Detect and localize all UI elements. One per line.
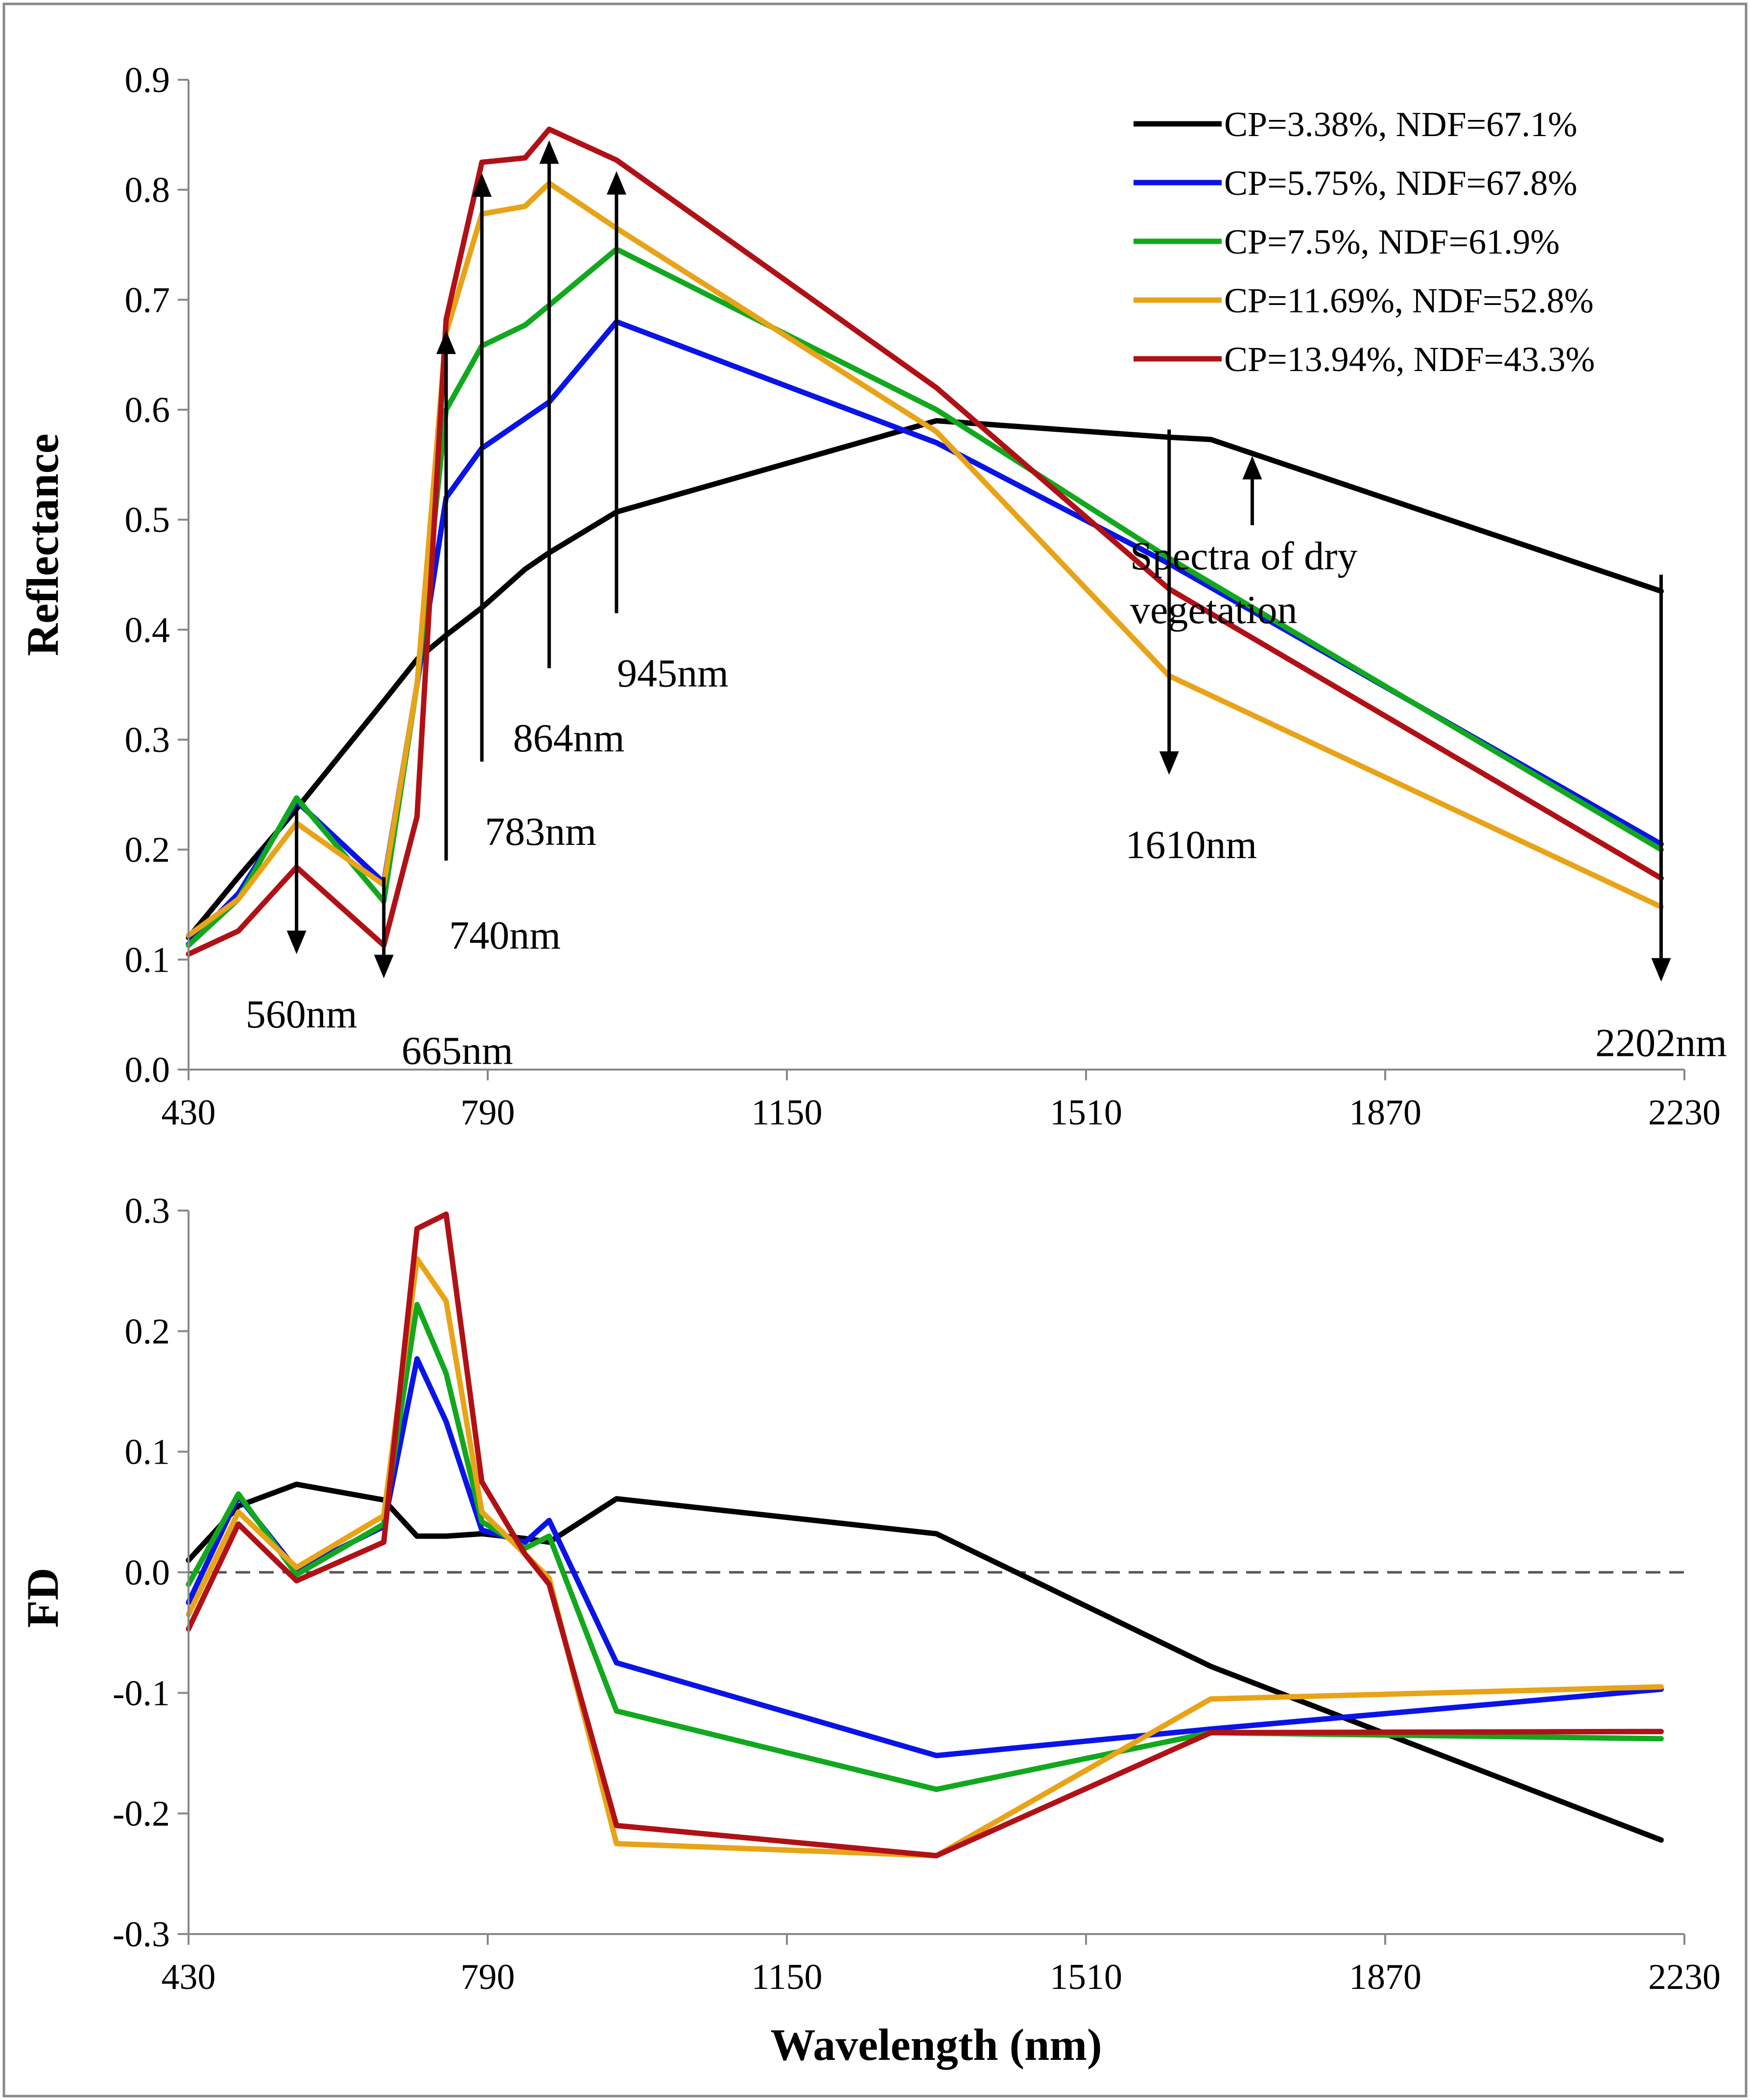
annotation-arrow-945nm [607, 171, 627, 613]
reflectance-x-tick-label: 1870 [1349, 1093, 1421, 1133]
wavelength-axis-title: Wavelength (nm) [770, 2020, 1102, 2070]
fd-series-group [186, 1211, 1664, 1859]
reflectance-y-tick-label: 0.1 [125, 940, 170, 980]
reflectance-axis-title: Reflectance [18, 434, 68, 656]
legend-item: CP=5.75%, NDF=67.8% [1134, 163, 1577, 203]
fd-x-tick-label: 1150 [751, 1957, 822, 1997]
annotation-label-864nm: 864nm [513, 716, 625, 760]
reflectance-x-tick-label: 2230 [1648, 1093, 1721, 1133]
annotation-arrow-783nm [472, 173, 492, 762]
annotation-arrow-740nm [436, 330, 456, 861]
reflectance-y-tick-label: 0.5 [125, 500, 170, 540]
fd-y-tick-label: 0.2 [125, 1311, 170, 1352]
annotation-arrow-560nm [286, 811, 307, 955]
fd-y-tick-label: -0.2 [113, 1794, 170, 1834]
annotation-label-1610nm: 1610nm [1125, 822, 1257, 867]
reflectance-panel: 560nm 665nm 740nm 783nm 864nm 945nm 1610nm 2202… [18, 60, 1727, 1133]
fd-axis-title: FD [18, 1568, 68, 1628]
legend-label: CP=11.69%, NDF=52.8% [1224, 281, 1594, 320]
reflectance-x-tick-label: 790 [461, 1093, 515, 1133]
annotation-arrow-2202nm [1651, 575, 1671, 982]
reflectance-series-line-1 [186, 418, 1664, 940]
legend: CP=3.38%, NDF=67.1% CP=5.75%, NDF=67.8% CP… [1134, 105, 1595, 379]
annotation-arrow-864nm [539, 140, 559, 668]
reflectance-y-tick-label: 0.9 [125, 60, 170, 100]
reflectance-y-tick-label: 0.7 [125, 280, 170, 320]
fd-series-line-3 [186, 1302, 1664, 1792]
fd-x-tick-label: 790 [461, 1957, 515, 1997]
fd-x-tick-label: 430 [162, 1957, 216, 1997]
annotation-arrow-1610nm [1159, 429, 1179, 775]
reflectance-y-tick-label: 0.2 [125, 830, 170, 870]
reflectance-x-tick-label: 1510 [1050, 1093, 1122, 1133]
reflectance-y-tick-label: 0.6 [125, 390, 170, 430]
annotation-label-740nm: 740nm [449, 913, 561, 957]
reflectance-y-tick-label: 0.8 [125, 170, 170, 210]
reflectance-x-tick-label: 430 [162, 1093, 216, 1133]
note-line-1: Spectra of dry [1130, 534, 1358, 578]
fd-panel: -0.3 -0.2 -0.1 0.0 0.1 0.2 0.3 430 790 1150 1510 18… [18, 1191, 1721, 2070]
reflectance-y-tick-label: 0.3 [125, 720, 170, 760]
legend-label: CP=7.5%, NDF=61.9% [1224, 222, 1560, 261]
reflectance-y-tick-label: 0.0 [125, 1050, 170, 1090]
note-arrow [1242, 456, 1262, 525]
fd-y-tick-label: 0.0 [125, 1553, 170, 1593]
fd-y-tick-label: -0.3 [113, 1914, 170, 1955]
fd-y-tick-label: 0.1 [125, 1432, 170, 1472]
wavelength-annotations: 560nm 665nm 740nm 783nm 864nm 945nm 1610nm 2202… [246, 140, 1727, 1073]
dry-vegetation-note: Spectra of dry vegetation [1130, 534, 1358, 632]
fd-y-tick-label: 0.3 [125, 1191, 170, 1231]
annotation-label-2202nm: 2202nm [1595, 1020, 1727, 1065]
legend-item: CP=13.94%, NDF=43.3% [1134, 340, 1595, 379]
legend-label: CP=13.94%, NDF=43.3% [1224, 340, 1595, 379]
legend-label: CP=5.75%, NDF=67.8% [1224, 163, 1577, 203]
legend-item: CP=7.5%, NDF=61.9% [1134, 222, 1560, 261]
annotation-arrow-665nm [374, 877, 394, 979]
legend-label: CP=3.38%, NDF=67.1% [1224, 105, 1577, 144]
annotation-label-945nm: 945nm [617, 651, 729, 696]
legend-item: CP=3.38%, NDF=67.1% [1134, 105, 1577, 144]
annotation-label-665nm: 665nm [402, 1028, 513, 1073]
fd-x-tick-label: 1510 [1050, 1957, 1122, 1997]
note-line-2: vegetation [1130, 587, 1298, 632]
fd-x-tick-label: 1870 [1349, 1957, 1421, 1997]
fd-series-line-5 [186, 1211, 1664, 1859]
reflectance-y-tick-label: 0.4 [125, 610, 170, 650]
fd-x-tick-label: 2230 [1648, 1957, 1721, 1997]
legend-item: CP=11.69%, NDF=52.8% [1134, 281, 1594, 320]
fd-series-line-1 [186, 1481, 1664, 1843]
fd-y-tick-label: -0.1 [113, 1673, 170, 1713]
reflectance-x-tick-label: 1150 [751, 1093, 822, 1133]
annotation-label-783nm: 783nm [485, 809, 596, 854]
annotation-label-560nm: 560nm [246, 992, 357, 1036]
